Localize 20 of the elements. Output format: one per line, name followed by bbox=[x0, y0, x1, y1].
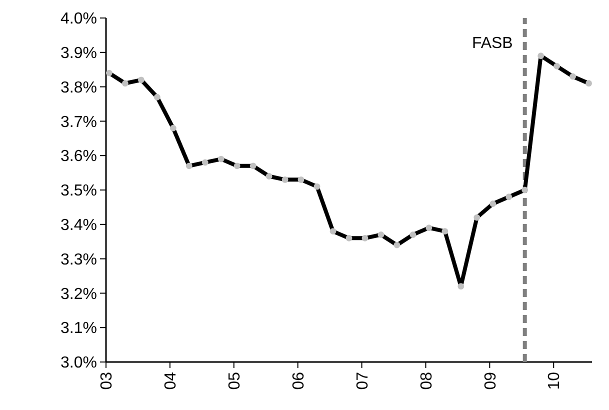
y-tick-label: 3.2% bbox=[60, 286, 97, 303]
x-tick-label: 07 bbox=[354, 372, 372, 390]
ref-line-label: FASB bbox=[472, 35, 513, 52]
y-tick-label: 3.7% bbox=[60, 114, 97, 131]
y-tick-label: 3.1% bbox=[60, 320, 97, 338]
y-tick-label: 3.0% bbox=[60, 354, 97, 372]
y-tick-label: 3.5% bbox=[60, 182, 97, 200]
x-tick-label: 04 bbox=[162, 372, 180, 390]
y-tick-label: 3.4% bbox=[60, 217, 97, 234]
x-tick-label: 08 bbox=[418, 372, 436, 390]
y-tick-label: 3.6% bbox=[60, 148, 97, 166]
x-tick-label: 10 bbox=[546, 372, 564, 390]
x-tick-label: 05 bbox=[226, 372, 244, 390]
y-tick-label: 3.9% bbox=[60, 45, 97, 62]
y-tick-label: 3.8% bbox=[60, 79, 97, 96]
x-tick-label: 03 bbox=[98, 372, 116, 390]
x-tick-label: 06 bbox=[290, 372, 308, 390]
y-tick-label: 4.0% bbox=[60, 10, 97, 28]
x-tick-label: 09 bbox=[482, 372, 500, 390]
y-tick-label: 3.3% bbox=[60, 251, 97, 268]
